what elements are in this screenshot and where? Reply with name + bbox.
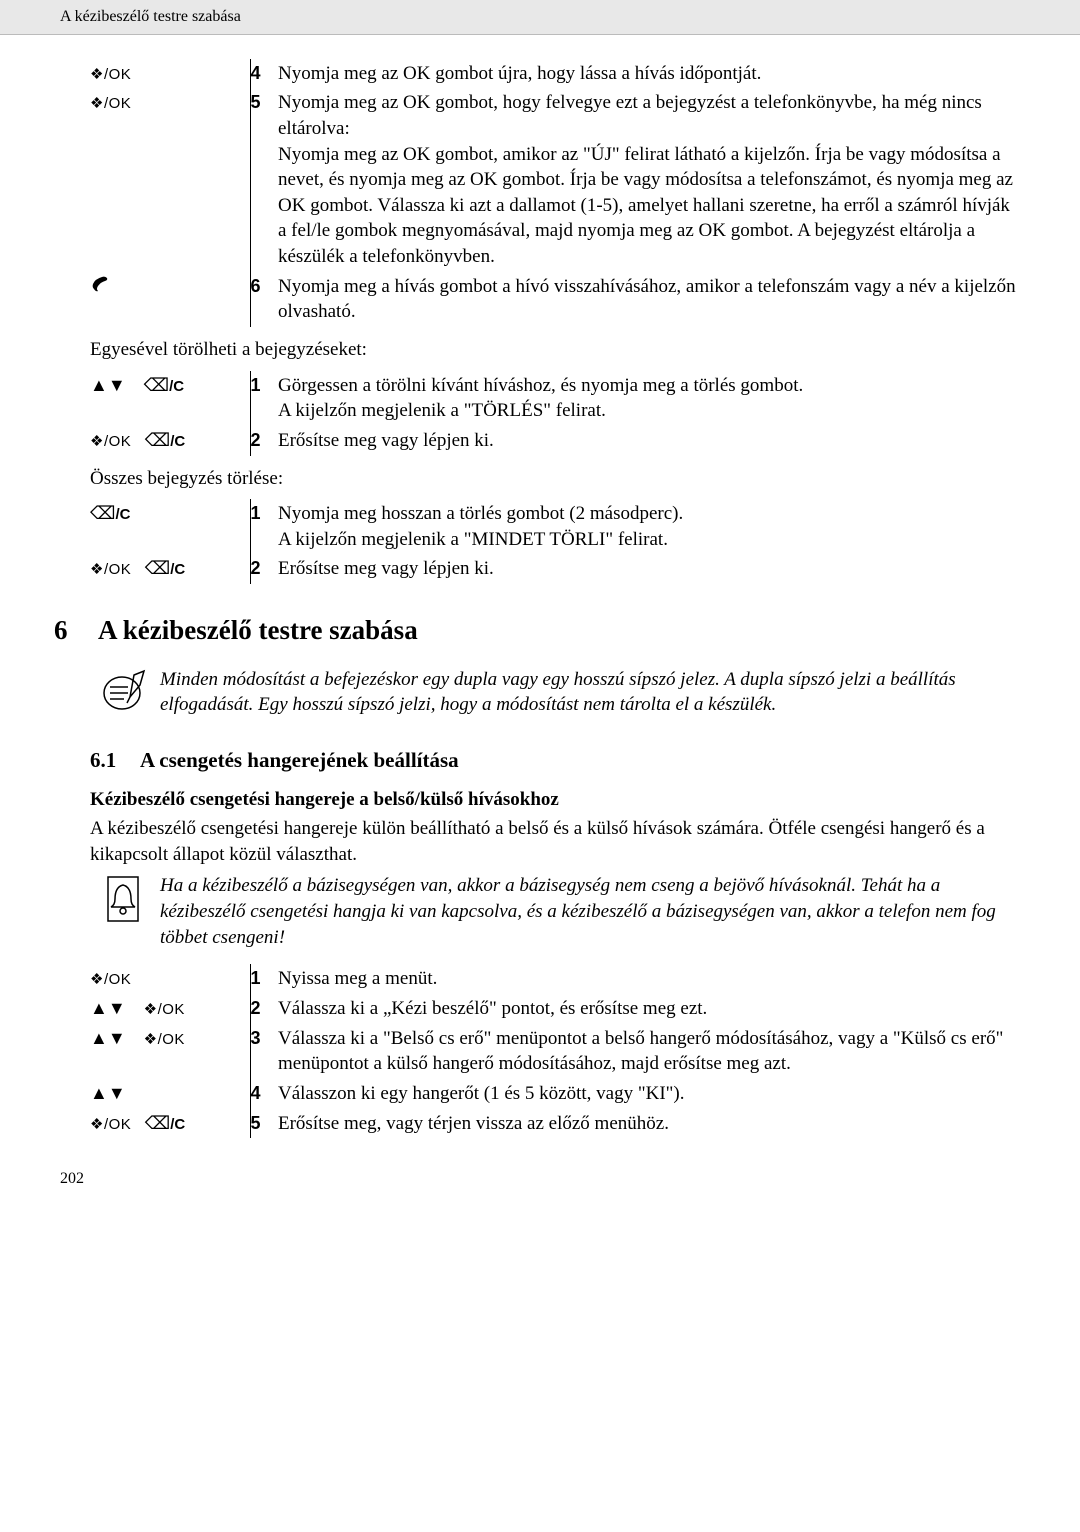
- steps-block-1: ❖/OK 4 Nyomja meg az OK gombot újra, hog…: [90, 59, 1020, 327]
- menu-ok-icon: ❖/OK: [90, 92, 131, 112]
- note-writer-icon: [90, 667, 160, 723]
- step-number: 5: [251, 1113, 261, 1133]
- menu-ok-icon: ❖/OK: [90, 430, 131, 450]
- step-text: Válassza ki a "Belső cs erő" menüpontot …: [278, 1028, 1003, 1075]
- menu-ok-icon: ❖/OK: [90, 558, 131, 578]
- section-heading: 6A kézibeszélő testre szabása: [54, 612, 1020, 648]
- paragraph: Összes bejegyzés törlése:: [90, 466, 1020, 492]
- step-text: Nyomja meg az OK gombot újra, hogy lássa…: [278, 63, 761, 84]
- subsection-number: 6.1: [90, 746, 140, 774]
- updown-icon: ▲▼: [90, 375, 126, 395]
- updown-icon: ▲▼: [90, 1028, 126, 1048]
- step-text: Erősítse meg vagy lépjen ki.: [278, 558, 494, 579]
- subheading: Kézibeszélő csengetési hangereje a belső…: [90, 787, 1020, 813]
- step-number: 1: [251, 375, 261, 395]
- step-number: 4: [251, 1083, 261, 1103]
- step-number: 1: [251, 968, 261, 988]
- paragraph: A kézibeszélő csengetési hangereje külön…: [90, 816, 1020, 867]
- running-title: A kézibeszélő testre szabása: [60, 8, 241, 25]
- note-block: Minden módosítást a befejezéskor egy dup…: [90, 667, 1020, 723]
- step-number: 3: [251, 1028, 261, 1048]
- section-number: 6: [54, 612, 98, 648]
- subsection-title: A csengetés hangerejének beállítása: [140, 748, 459, 772]
- step-text: A kijelzőn megjelenik a "TÖRLÉS" felirat…: [278, 398, 803, 424]
- menu-ok-icon: ❖/OK: [144, 998, 185, 1018]
- running-header: A kézibeszélő testre szabása: [0, 0, 1080, 35]
- step-text: Nyissa meg a menüt.: [278, 968, 437, 989]
- paragraph: Egyesével törölheti a bejegyzéseket:: [90, 337, 1020, 363]
- delete-c-icon: ⌫/C: [145, 1113, 185, 1133]
- step-number: 4: [251, 63, 261, 83]
- menu-ok-icon: ❖/OK: [90, 1113, 131, 1133]
- subsection-heading: 6.1A csengetés hangerejének beállítása: [90, 746, 1020, 774]
- step-text: Nyomja meg hosszan a törlés gombot (2 má…: [278, 501, 683, 527]
- delete-c-icon: ⌫/C: [90, 503, 130, 523]
- phone-handset-icon: [90, 276, 116, 296]
- steps-block-3: ⌫/C 1 Nyomja meg hosszan a törlés gombot…: [90, 499, 683, 584]
- step-text: Nyomja meg az OK gombot, hogy felvegye e…: [278, 90, 1020, 141]
- section-title: A kézibeszélő testre szabása: [98, 615, 418, 645]
- step-text: Nyomja meg a hívás gombot a hívó visszah…: [278, 276, 1016, 323]
- step-number: 2: [251, 558, 261, 578]
- steps-block-2: ▲▼ ⌫/C 1 Görgessen a törölni kívánt hívá…: [90, 371, 803, 456]
- delete-c-icon: ⌫/C: [145, 558, 185, 578]
- menu-ok-icon: ❖/OK: [90, 968, 131, 988]
- step-text: A kijelzőn megjelenik a "MINDET TÖRLI" f…: [278, 527, 683, 553]
- step-text: Válassza ki a „Kézi beszélő" pontot, és …: [278, 998, 707, 1019]
- updown-icon: ▲▼: [90, 998, 126, 1018]
- page-number: 202: [0, 1138, 1080, 1210]
- delete-c-icon: ⌫/C: [144, 375, 184, 395]
- updown-icon: ▲▼: [90, 1083, 126, 1103]
- step-text: Nyomja meg az OK gombot, amikor az "ÚJ" …: [278, 142, 1020, 270]
- step-text: Erősítse meg vagy lépjen ki.: [278, 430, 494, 451]
- delete-c-icon: ⌫/C: [145, 430, 185, 450]
- step-text: Görgessen a törölni kívánt híváshoz, és …: [278, 373, 803, 399]
- note-block: Ha a kézibeszélő a bázisegységen van, ak…: [90, 873, 1020, 950]
- note-text: Ha a kézibeszélő a bázisegységen van, ak…: [160, 873, 1020, 950]
- step-text: Erősítse meg, vagy térjen vissza az előz…: [278, 1113, 669, 1134]
- step-number: 6: [251, 276, 261, 296]
- step-number: 5: [251, 92, 261, 112]
- note-text: Minden módosítást a befejezéskor egy dup…: [160, 667, 1020, 718]
- step-text: Válasszon ki egy hangerőt (1 és 5 között…: [278, 1083, 685, 1104]
- step-number: 2: [251, 998, 261, 1018]
- menu-ok-icon: ❖/OK: [144, 1028, 185, 1048]
- steps-block-61: ❖/OK 1 Nyissa meg a menüt. ▲▼ ❖/OK 2 Vál…: [90, 964, 1020, 1138]
- step-number: 1: [251, 503, 261, 523]
- menu-ok-icon: ❖/OK: [90, 63, 131, 83]
- step-number: 2: [251, 430, 261, 450]
- note-bell-icon: [90, 873, 160, 933]
